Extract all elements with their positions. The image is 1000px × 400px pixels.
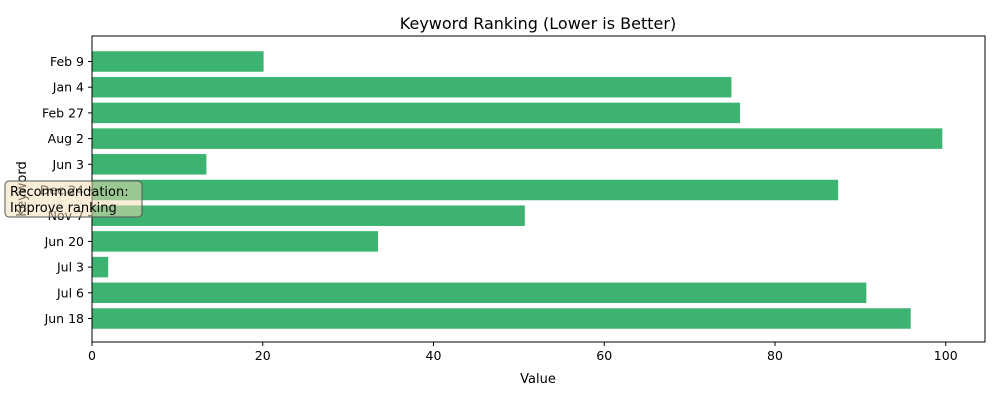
bar <box>92 231 378 252</box>
x-tick-label: 100 <box>934 348 958 363</box>
bar <box>92 51 264 72</box>
bar <box>92 308 911 329</box>
bar <box>92 76 732 98</box>
y-tick-label: Jul 6 <box>56 285 84 300</box>
bar-group <box>92 51 943 329</box>
bar <box>92 102 740 124</box>
y-tick-label: Feb 9 <box>50 54 84 69</box>
x-tick-label: 60 <box>596 348 612 363</box>
annotation-box <box>4 180 143 218</box>
y-tick-label: Jan 4 <box>52 80 84 95</box>
x-tick-label: 80 <box>767 348 783 363</box>
x-tick-label: 20 <box>255 348 271 363</box>
bar <box>92 256 109 278</box>
annotation-line-2: Improve ranking <box>10 201 117 216</box>
x-axis-label: Value <box>520 372 556 387</box>
y-tick-label: Feb 27 <box>42 105 84 120</box>
bar <box>92 179 839 201</box>
chart-title: Keyword Ranking (Lower is Better) <box>400 14 676 33</box>
y-tick-label: Jun 3 <box>52 157 84 172</box>
x-tick-label: 0 <box>88 348 96 363</box>
y-tick-label: Aug 2 <box>48 131 84 146</box>
x-tick-group: 0 20 40 60 80 100 <box>88 342 958 363</box>
annotation-line-1: Recommendation: <box>10 185 129 200</box>
y-tick-label: Jun 18 <box>44 311 84 326</box>
y-tick-label: Jun 20 <box>44 234 84 249</box>
bar <box>92 128 943 149</box>
x-tick-label: 40 <box>426 348 442 363</box>
recommendation-annotation: Recommendation: Improve ranking <box>4 180 143 218</box>
bar <box>92 205 525 226</box>
y-tick-label: Jul 3 <box>56 260 84 275</box>
bar <box>92 154 207 175</box>
bar <box>92 282 867 304</box>
